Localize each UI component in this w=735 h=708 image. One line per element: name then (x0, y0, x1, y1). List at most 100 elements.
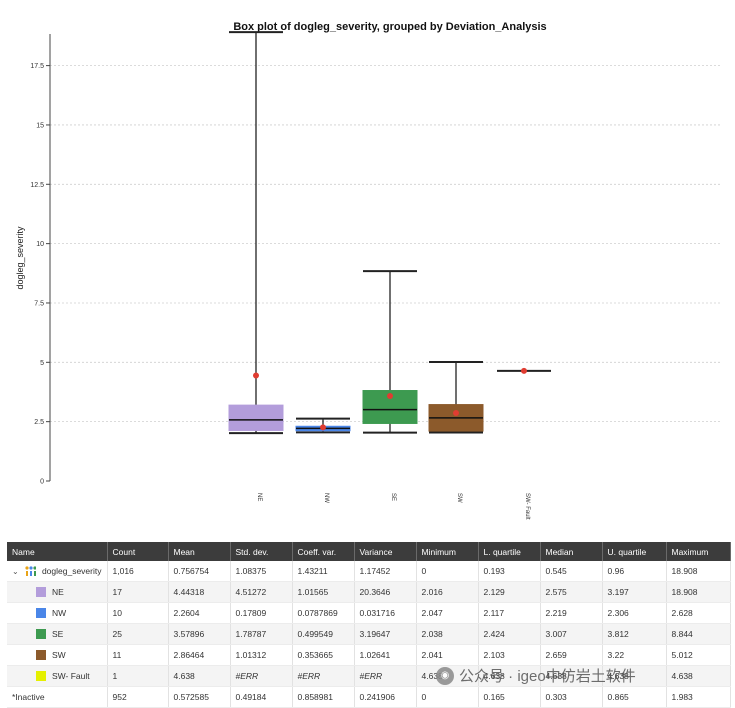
table-cell: 3.197 (602, 581, 667, 603)
table-cell: 0.96 (602, 561, 667, 582)
table-cell: 0.165 (478, 686, 541, 708)
table-cell: 3.19647 (354, 623, 417, 645)
table-cell: 0 (416, 686, 479, 708)
table-cell: 3.007 (540, 623, 603, 645)
table-header-row: Name Count Mean Std. dev. Coeff. var. Varianc… (7, 542, 731, 561)
table-cell: 0.241906 (354, 686, 417, 708)
box-nw (295, 417, 351, 434)
row-name-label: dogleg_severity (41, 566, 102, 576)
table-cell: 4.638 (602, 665, 667, 687)
table-cell: 0.353665 (292, 644, 355, 666)
wechat-logo-icon: ◉ (436, 666, 454, 685)
column-header-variance[interactable]: Variance (354, 542, 417, 561)
table-cell: 0.193 (478, 561, 541, 582)
table-cell: 1.08375 (230, 561, 293, 582)
category-label: NE (256, 493, 262, 501)
table-cell: 4.44318 (168, 581, 231, 603)
table-cell: 8.844 (666, 623, 731, 645)
table-cell: 2.659 (540, 644, 603, 666)
category-label: SE (390, 493, 396, 501)
table-cell: 0.499549 (292, 623, 355, 645)
table-row[interactable]: ⌄ dogleg_severity 1,016 0.756754 1.08375 1.43… (7, 561, 731, 582)
mean-marker (320, 424, 326, 431)
table-cell: 2.306 (602, 602, 667, 624)
column-header-coeff-var[interactable]: Coeff. var. (292, 542, 355, 561)
table-cell: 4.51272 (230, 581, 293, 603)
table-cell: 1.02641 (354, 644, 417, 666)
row-name-cell: ⌄ dogleg_severity (7, 561, 108, 582)
table-row[interactable]: NE 17 4.44318 4.51272 1.01565 20.3646 2.016 2.1… (7, 581, 731, 603)
table-cell: #ERR (230, 665, 293, 687)
table-cell: 1.01565 (292, 581, 355, 603)
table-cell: 0.0787869 (292, 602, 355, 624)
table-cell: 2.575 (540, 581, 603, 603)
row-name-label: SE (52, 629, 64, 639)
y-axis-label: dogleg_severity (15, 226, 25, 290)
table-cell: 1,016 (107, 561, 169, 582)
row-name-label: NE (52, 587, 64, 597)
table-cell: 1 (107, 665, 169, 687)
table-row[interactable]: SE 25 3.57896 1.78787 0.499549 3.19647 2.038 2.… (7, 623, 731, 645)
row-name-cell: SW- Fault (7, 665, 108, 687)
table-cell: #ERR (292, 665, 355, 687)
table-cell: 1.43211 (292, 561, 355, 582)
y-tick-label: 0 (40, 479, 44, 486)
collapse-chevron-icon[interactable]: ⌄ (12, 566, 19, 576)
table-cell: 2.047 (416, 602, 479, 624)
box-series (228, 31, 551, 435)
table-cell: 11 (107, 644, 169, 666)
table-cell: 2.219 (540, 602, 603, 624)
table-cell: 1.17452 (354, 561, 417, 582)
table-cell: 3.812 (602, 623, 667, 645)
table-cell: 0.865 (602, 686, 667, 708)
table-row[interactable]: NW 10 2.2604 0.17809 0.0787869 0.031716 2.047 2… (7, 602, 731, 624)
grid-lines (50, 65, 722, 423)
column-header-std-dev[interactable]: Std. dev. (230, 542, 293, 561)
table-cell: 2.424 (478, 623, 541, 645)
column-header-minimum[interactable]: Minimum (416, 542, 479, 561)
table-row[interactable]: SW 11 2.86464 1.01312 0.353665 1.02641 2.041 2.… (7, 644, 731, 666)
color-swatch (36, 650, 46, 660)
box-plot-chart: Box plot of dogleg_severity, grouped by … (15, 21, 722, 520)
column-header-l-quartile[interactable]: L. quartile (478, 542, 541, 561)
column-header-median[interactable]: Median (540, 542, 603, 561)
table-cell: 3.22 (602, 644, 667, 666)
row-name-cell: SW (7, 644, 108, 666)
table-cell: #ERR (354, 665, 417, 687)
column-header-count[interactable]: Count (107, 542, 169, 561)
row-name-cell: SE (7, 623, 108, 645)
table-cell: 25 (107, 623, 169, 645)
table-cell: 4.638 (478, 665, 541, 687)
category-label: SW- Fault (524, 493, 530, 520)
table-cell: 10 (107, 602, 169, 624)
row-name-cell: *Inactive (7, 686, 108, 708)
table-cell: 0.303 (540, 686, 603, 708)
table-cell: 0.031716 (354, 602, 417, 624)
table-cell: 2.016 (416, 581, 479, 603)
table-cell: 1.01312 (230, 644, 293, 666)
y-tick-label: 10 (36, 241, 44, 248)
table-cell: 20.3646 (354, 581, 417, 603)
y-tick-label: 17.5 (30, 63, 44, 70)
column-header-name[interactable]: Name (7, 542, 108, 561)
table-cell: 4.638 (540, 665, 603, 687)
watermark-text: 公众号 · igeo中仿岩土软件 (459, 668, 636, 685)
column-header-maximum[interactable]: Maximum (666, 542, 731, 561)
table-cell: 17 (107, 581, 169, 603)
row-name-label: SW (52, 650, 66, 660)
table-cell: 0.756754 (168, 561, 231, 582)
box-ne (228, 31, 284, 435)
category-label: NW (323, 493, 329, 503)
mean-marker (253, 372, 259, 379)
table-cell: 0.545 (540, 561, 603, 582)
table-cell: 4.638 (666, 665, 731, 687)
mean-marker (453, 410, 459, 417)
x-axis-categories: NE NW SE SW SW- Fault (256, 493, 530, 520)
y-tick-label: 15 (36, 122, 44, 129)
column-header-mean[interactable]: Mean (168, 542, 231, 561)
table-row[interactable]: *Inactive 952 0.572585 0.49184 0.858981 0.241… (7, 686, 731, 708)
row-name-label: NW (52, 608, 67, 618)
chart-title: Box plot of dogleg_severity, grouped by … (233, 21, 546, 33)
box-se (362, 270, 418, 434)
column-header-u-quartile[interactable]: U. quartile (602, 542, 667, 561)
